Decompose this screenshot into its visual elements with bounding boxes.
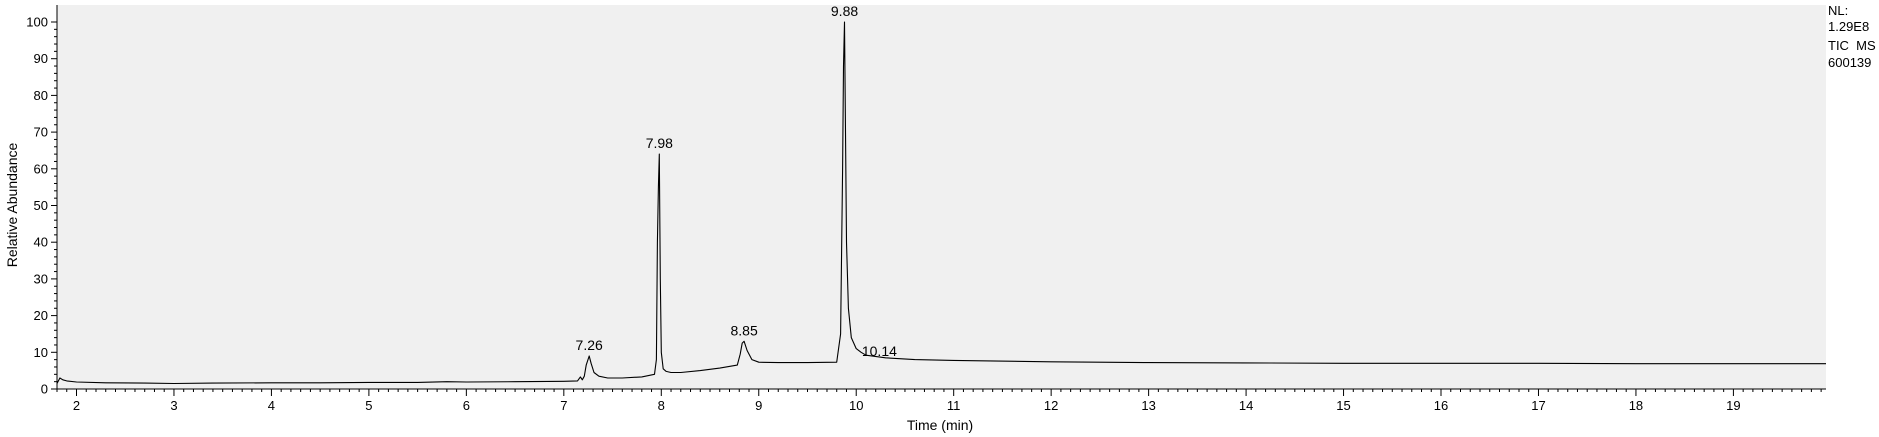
x-tick-label: 2: [73, 398, 80, 413]
y-tick-label: 50: [34, 198, 48, 213]
x-tick-label: 3: [170, 398, 177, 413]
x-tick-label: 6: [463, 398, 470, 413]
x-tick-label: 7: [560, 398, 567, 413]
peak-label: 10.14: [862, 343, 897, 359]
y-tick-label: 0: [41, 382, 48, 397]
x-tick-label: 15: [1336, 398, 1350, 413]
x-tick-label: 5: [365, 398, 372, 413]
peak-label: 9.88: [831, 3, 858, 19]
x-tick-label: 12: [1044, 398, 1058, 413]
x-axis-label: Time (min): [907, 417, 973, 433]
y-tick-label: 70: [34, 125, 48, 140]
y-tick-label: 100: [26, 15, 48, 30]
plot-background: [57, 5, 1826, 389]
x-tick-label: 13: [1141, 398, 1155, 413]
peak-label: 7.26: [576, 337, 603, 353]
y-tick-label: 90: [34, 51, 48, 66]
y-tick-label: 40: [34, 235, 48, 250]
y-tick-label: 20: [34, 308, 48, 323]
peak-label: 8.85: [731, 322, 758, 338]
peak-label: 7.98: [646, 135, 673, 151]
x-tick-label: 16: [1434, 398, 1448, 413]
y-tick-label: 60: [34, 161, 48, 176]
x-tick-label: 11: [947, 398, 961, 413]
x-tick-label: 4: [268, 398, 275, 413]
x-tick-label: 14: [1239, 398, 1253, 413]
series-line-0: [56, 21, 1826, 385]
sample-id-label: 600139: [1828, 55, 1871, 70]
labels-layer: 2 3 4 5 6 7 8 9 10 11 12 13 14 15 16 17 18 19 0 10 20 30 40 50 6…: [26, 3, 1740, 413]
trace-type-label: TIC MS: [1828, 38, 1876, 53]
x-tick-label: 9: [755, 398, 762, 413]
y-tick-label: 30: [34, 271, 48, 286]
x-tick-label: 10: [849, 398, 863, 413]
y-axis-label: Relative Abundance: [4, 143, 20, 268]
nl-value: 1.29E8: [1828, 19, 1869, 34]
nl-label: NL:: [1828, 3, 1848, 18]
trace-layer: [56, 21, 1826, 385]
x-tick-label: 8: [658, 398, 665, 413]
y-tick-label: 10: [34, 345, 48, 360]
y-tick-label: 80: [34, 88, 48, 103]
axes-layer: [51, 5, 1826, 396]
x-tick-label: 18: [1629, 398, 1643, 413]
x-tick-label: 17: [1531, 398, 1545, 413]
x-tick-label: 19: [1726, 398, 1740, 413]
